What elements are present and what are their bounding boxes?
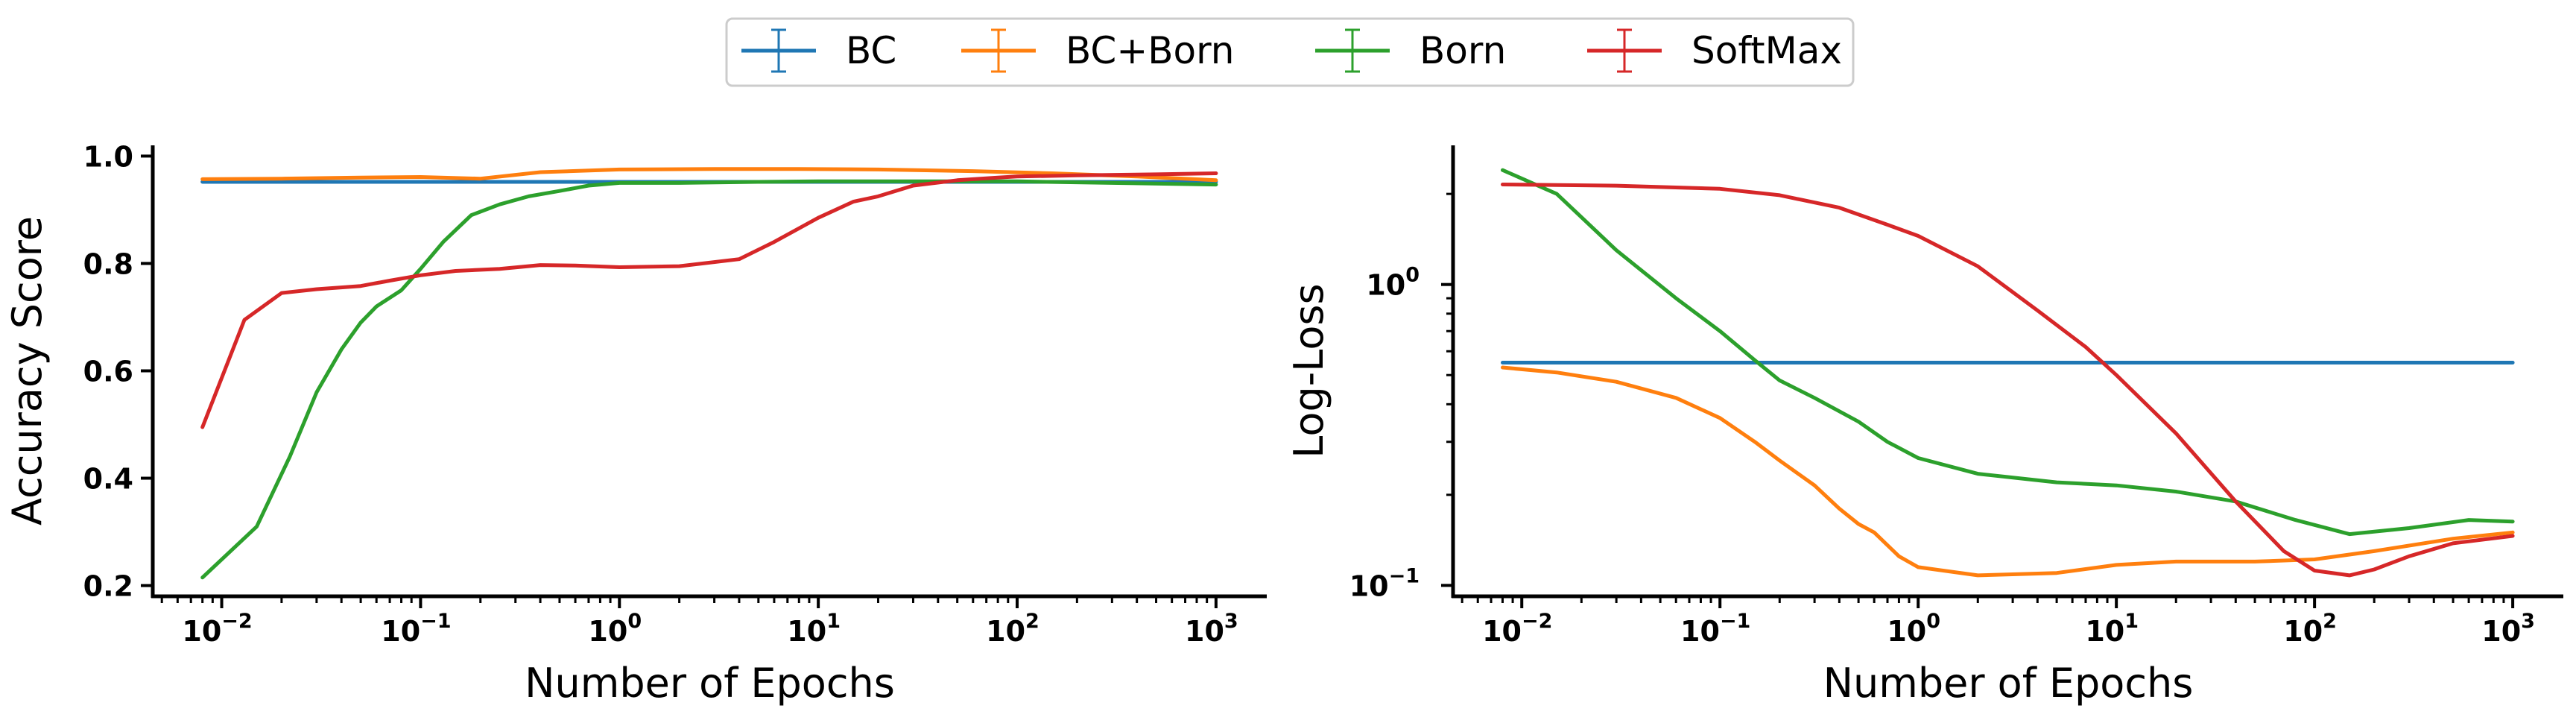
series-line-born — [1501, 168, 2515, 537]
legend-entry-softmax: SoftMax — [1587, 28, 1842, 73]
legend-label: Born — [1420, 29, 1506, 72]
series-line-softmax — [1501, 183, 2515, 578]
log-loss-chart: 10−2 10−1 100 101 102 103 10−1 100 Number of Epo… — [1285, 145, 2563, 707]
y-tick-label: 1.0 — [83, 140, 133, 173]
x-tick-label: 10−2 — [182, 610, 252, 648]
x-tick-label: 102 — [2283, 610, 2337, 648]
x-tick-label: 102 — [986, 610, 1039, 648]
accuracy-chart: 10−2 10−1 100 101 102 103 0.2 0.4 0.6 0.8 1.0 Numbe… — [4, 140, 1267, 707]
x-tick-label: 101 — [787, 610, 841, 648]
x-tick-label: 101 — [2085, 610, 2139, 648]
series-line-bc-plus-born — [200, 167, 1218, 183]
y-axis-title: Log-Loss — [1285, 283, 1332, 458]
x-tick-label: 100 — [1887, 610, 1940, 648]
legend-entry-born: Born — [1315, 28, 1506, 73]
legend-label: SoftMax — [1692, 29, 1842, 72]
y-tick-label: 10−1 — [1349, 564, 1420, 602]
y-tick-label: 100 — [1366, 264, 1420, 302]
x-tick-label: 103 — [1185, 610, 1238, 648]
x-tick-label: 10−2 — [1482, 610, 1552, 648]
y-tick-label: 0.8 — [83, 247, 133, 280]
legend-label: BC — [846, 29, 896, 72]
legend-entry-bc: BC — [741, 28, 896, 73]
series-line-bc-plus-born — [1501, 365, 2515, 578]
legend-label: BC+Born — [1066, 29, 1235, 72]
legend-entry-bc-plus-born: BC+Born — [961, 28, 1235, 73]
legend: BC BC+Born Born SoftMax — [725, 17, 1855, 87]
y-tick-label: 0.6 — [83, 356, 133, 388]
x-tick-label: 10−1 — [381, 610, 451, 648]
x-axis-title: Number of Epochs — [525, 660, 895, 707]
x-tick-label: 103 — [2481, 610, 2535, 648]
x-tick-label: 100 — [588, 610, 642, 648]
y-tick-label: 0.2 — [83, 570, 133, 603]
x-axis-title: Number of Epochs — [1823, 660, 2194, 707]
x-tick-label: 10−1 — [1680, 610, 1750, 648]
series-line-softmax — [200, 171, 1218, 429]
y-tick-label: 0.4 — [83, 463, 133, 496]
legend-frame — [725, 17, 1855, 87]
series-line-born — [200, 179, 1218, 580]
y-axis-title: Accuracy Score — [4, 216, 51, 525]
